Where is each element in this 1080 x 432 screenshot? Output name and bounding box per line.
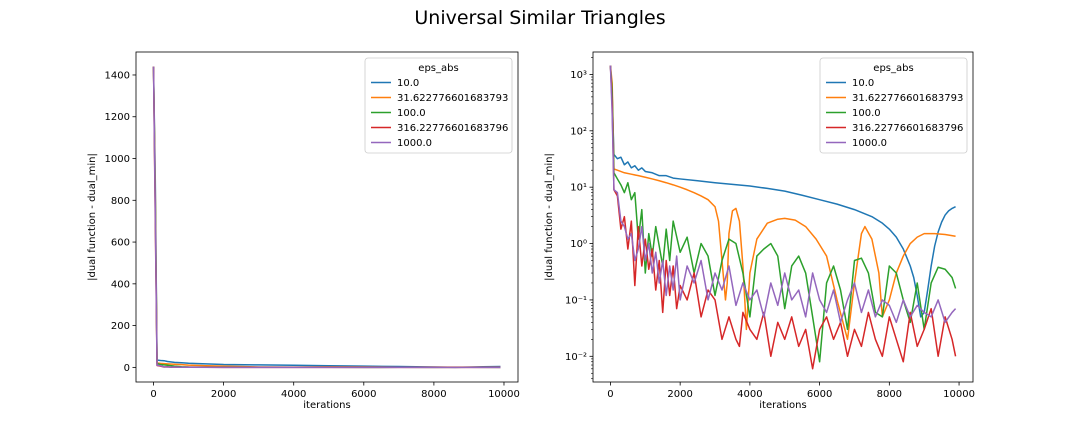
series-line-0 — [609, 65, 956, 318]
x-tick-label: 8000 — [421, 389, 446, 400]
x-tick-label: 2000 — [211, 389, 236, 400]
x-tick-label: 10000 — [943, 389, 975, 400]
x-axis-label: iterations — [759, 400, 806, 411]
x-tick-label: 4000 — [737, 389, 762, 400]
y-axis-label: |dual function - dual_min| — [544, 153, 555, 281]
legend-entry: 100.0 — [852, 108, 881, 119]
y-tick-label: 10⁻¹ — [565, 295, 587, 306]
axes-frame — [135, 51, 519, 383]
x-tick-label: 4000 — [281, 389, 306, 400]
legend-entry: 31.622776601683793 — [852, 93, 963, 104]
y-tick-label: 10² — [570, 126, 587, 137]
legend-box — [819, 57, 968, 154]
legend: eps_abs 10.0 31.622776601683793 100.0 316.22… — [819, 57, 968, 154]
legend-title: eps_abs — [873, 63, 913, 74]
x-tick-label: 2000 — [667, 389, 692, 400]
series-line-2 — [609, 65, 957, 363]
legend-entry: 100.0 — [397, 108, 426, 119]
y-tick-label: 1400 — [105, 70, 130, 81]
y-tick-label: 10⁰ — [570, 239, 587, 250]
series-line-1 — [609, 65, 956, 341]
figure-title: Universal Similar Triangles — [414, 7, 665, 29]
left-linear-chart: 0 2000 4000 6000 8000 10000 0 200 400 600 800 1000 1… — [87, 51, 520, 411]
legend-entry: 10.0 — [397, 78, 419, 89]
y-tick-label: 10¹ — [570, 183, 587, 194]
legend-entry: 316.22776601683796 — [397, 123, 508, 134]
x-tick-label: 8000 — [877, 389, 902, 400]
x-tick-label: 0 — [150, 389, 156, 400]
legend: eps_abs 10.0 31.622776601683793 100.0 316.22… — [364, 57, 513, 154]
legend-entry: 1000.0 — [852, 138, 887, 149]
legend-entry: 1000.0 — [397, 138, 432, 149]
legend-title: eps_abs — [418, 63, 458, 74]
series-line-3 — [609, 65, 957, 370]
axes-frame — [592, 51, 974, 383]
series-line-4 — [152, 66, 501, 369]
y-tick-label: 0 — [124, 363, 130, 374]
y-axis-label: |dual function - dual_min| — [87, 153, 98, 281]
legend-box — [364, 57, 513, 154]
y-tick-label: 600 — [111, 238, 130, 249]
y-tick-label: 1000 — [105, 154, 130, 165]
x-tick-label: 10000 — [488, 389, 520, 400]
x-axis-label: iterations — [303, 400, 350, 411]
series-line-4 — [609, 65, 957, 324]
legend-entry: 31.622776601683793 — [397, 93, 508, 104]
y-tick-label: 200 — [111, 321, 130, 332]
y-tick-label: 1200 — [105, 112, 130, 123]
y-tick-label: 10⁻² — [565, 352, 587, 363]
y-tick-label: 10³ — [570, 70, 587, 81]
x-tick-label: 0 — [607, 389, 613, 400]
y-tick-label: 800 — [111, 196, 130, 207]
right-log-chart: 0 2000 4000 6000 8000 10000 10⁻² 10⁻¹ 10⁰ 10¹ 10² 1… — [544, 51, 975, 411]
legend-entry: 10.0 — [852, 78, 874, 89]
x-tick-label: 6000 — [351, 389, 376, 400]
x-tick-label: 6000 — [807, 389, 832, 400]
y-tick-label: 400 — [111, 279, 130, 290]
legend-entry: 316.22776601683796 — [852, 123, 963, 134]
